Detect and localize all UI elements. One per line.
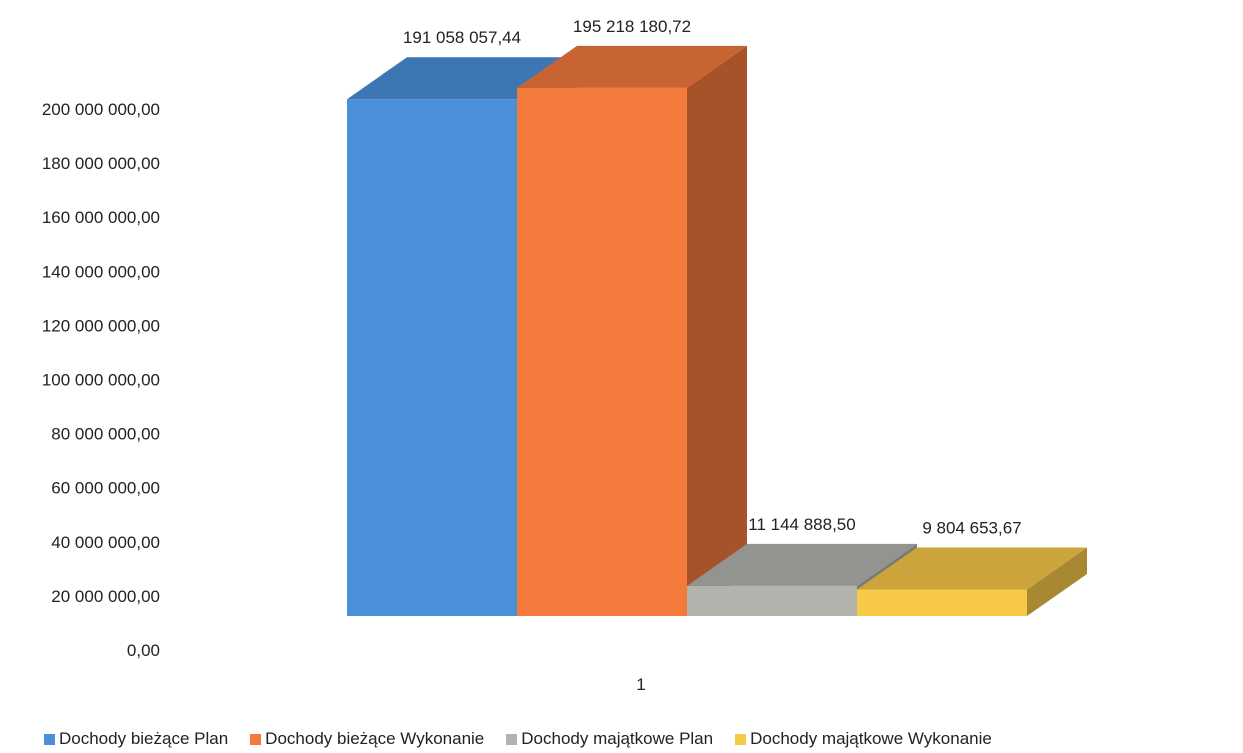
y-tick-label: 80 000 000,00 xyxy=(51,425,160,444)
bar-front xyxy=(517,87,687,617)
y-tick-label: 160 000 000,00 xyxy=(42,208,160,227)
y-tick-label: 100 000 000,00 xyxy=(42,371,160,390)
y-tick-label: 20 000 000,00 xyxy=(51,587,160,606)
bar-front xyxy=(857,589,1027,616)
category-label: 1 xyxy=(636,675,645,694)
legend-swatch xyxy=(250,733,262,745)
legend-swatch xyxy=(44,733,55,745)
y-tick-label: 200 000 000,00 xyxy=(42,100,160,119)
y-tick-label: 140 000 000,00 xyxy=(42,262,160,281)
legend-item-dochody-biezace-wykonanie: Dochody bieżące Wykonanie xyxy=(250,729,484,749)
legend-label: Dochody bieżące Plan xyxy=(59,729,229,748)
bar-side xyxy=(687,45,747,617)
data-label: 195 218 180,72 xyxy=(573,17,691,36)
y-axis-ticks: 0,00 20 000 000,00 40 000 000,00 60 000 000… xyxy=(42,100,160,660)
bar-top xyxy=(857,547,1087,590)
bar-top xyxy=(517,45,747,88)
legend-swatch xyxy=(735,733,747,745)
y-tick-label: 120 000 000,00 xyxy=(42,316,160,335)
data-label: 191 058 057,44 xyxy=(403,28,521,47)
data-label: 9 804 653,67 xyxy=(922,518,1021,537)
legend-item-dochody-biezace-plan: Dochody bieżące Plan xyxy=(44,729,228,749)
y-tick-label: 60 000 000,00 xyxy=(51,479,160,498)
y-tick-label: 40 000 000,00 xyxy=(51,533,160,552)
legend: Dochody bieżące Plan Dochody bieżące Wyk… xyxy=(44,728,1239,750)
legend-label: Dochody majątkowe Plan xyxy=(521,729,714,748)
legend-item-dochody-majatkowe-wykonanie: Dochody majątkowe Wykonanie xyxy=(735,729,992,749)
legend-swatch xyxy=(506,733,518,745)
data-label: 11 144 888,50 xyxy=(748,515,855,534)
bar-front xyxy=(687,585,857,616)
y-tick-label: 0,00 xyxy=(127,641,160,660)
legend-item-dochody-majatkowe-plan: Dochody majątkowe Plan xyxy=(506,729,713,749)
bar-side xyxy=(1027,547,1087,616)
bar-top xyxy=(687,543,917,586)
bars xyxy=(347,45,1087,617)
data-labels: 191 058 057,44 195 218 180,72 11 144 888,5… xyxy=(403,17,1022,538)
bar-dochody-biez-a-ce-wykonanie xyxy=(517,45,747,617)
legend-label: Dochody majątkowe Wykonanie xyxy=(750,729,992,748)
legend-label: Dochody bieżące Wykonanie xyxy=(265,729,485,748)
bar-dochody-maja-tkowe-wykonanie xyxy=(857,547,1087,616)
y-tick-label: 180 000 000,00 xyxy=(42,154,160,173)
bar-front xyxy=(347,99,517,616)
